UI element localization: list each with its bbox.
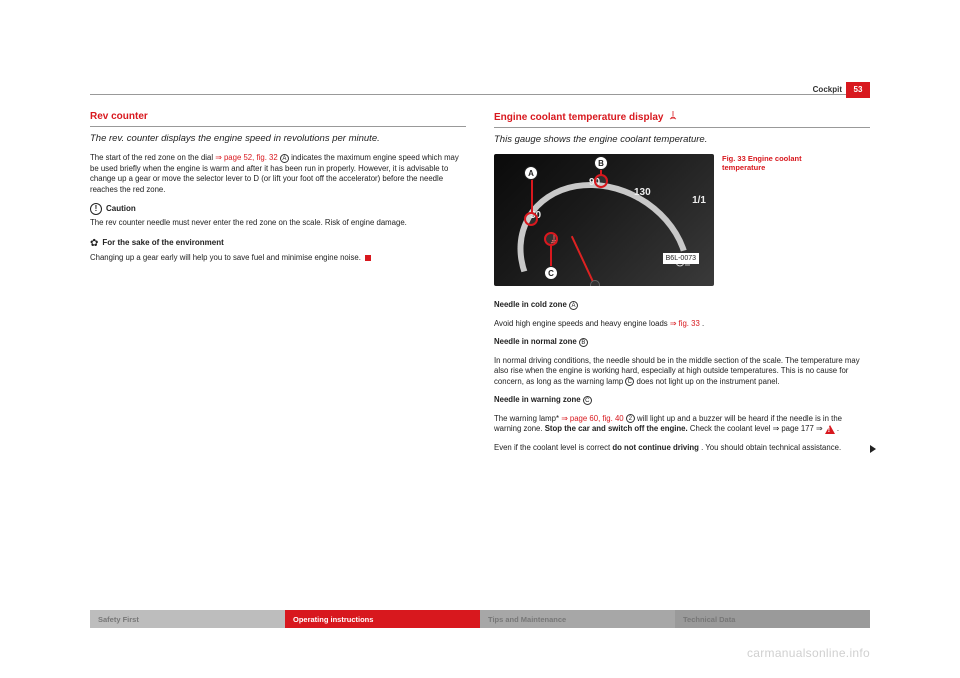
coolant-heading: Engine coolant temperature display — [494, 110, 870, 128]
end-marker-icon — [365, 255, 371, 261]
callout-b-inline: B — [579, 338, 588, 347]
text-fragment: . You should obtain technical assistance… — [701, 443, 841, 452]
stop-instruction: Stop the car and switch off the engine. — [545, 424, 688, 433]
caution-icon: ! — [90, 203, 102, 215]
text-fragment: The start of the red zone on the dial — [90, 153, 215, 162]
cold-zone-text: Avoid high engine speeds and heavy engin… — [494, 319, 870, 330]
footer-safety: Safety First — [90, 610, 285, 628]
text-fragment: Check the coolant level ⇒ page 177 ⇒ — [690, 424, 825, 433]
footer-nav: Safety First Operating instructions Tips… — [90, 610, 870, 628]
page-reference-2: ⇒ page 60, fig. 40 — [561, 414, 623, 423]
page-reference: ⇒ page 52, fig. 32 — [215, 153, 277, 162]
environment-icon: ✿ — [90, 237, 98, 251]
text-fragment: . — [702, 319, 704, 328]
text-fragment: . — [837, 424, 839, 433]
right-column: Engine coolant temperature display This … — [494, 110, 870, 461]
callout-b: B — [594, 156, 608, 170]
warn-zone-heading: Needle in warning zone C — [494, 395, 870, 406]
footer-technical: Technical Data — [675, 610, 870, 628]
warn-zone-text: The warning lamp* ⇒ page 60, fig. 40 2 w… — [494, 414, 870, 435]
heading-text: Needle in warning zone — [494, 395, 581, 404]
final-text: Even if the coolant level is correct do … — [494, 443, 870, 454]
page-number: 53 — [846, 82, 870, 98]
heading-text: Needle in normal zone — [494, 337, 577, 346]
header-rule — [90, 94, 868, 95]
callout-a: A — [524, 166, 538, 180]
text-fragment: Even if the coolant level is correct — [494, 443, 612, 452]
callout-a-inline: A — [569, 301, 578, 310]
callout-c-line — [550, 246, 552, 268]
caution-text: The rev counter needle must never enter … — [90, 218, 466, 229]
figure-row: 50 90 130 1/1 A — [494, 154, 870, 290]
coolant-icon — [668, 110, 678, 125]
figure-caption: Fig. 33 Engine coolant temperature — [722, 154, 812, 172]
environment-text: Changing up a gear early will help you t… — [90, 253, 466, 264]
footer-tips: Tips and Maintenance — [480, 610, 675, 628]
gauge-needle-cap — [590, 280, 600, 286]
left-column: Rev counter The rev. counter displays th… — [90, 110, 466, 461]
caution-heading: ! Caution — [90, 203, 466, 215]
watermark: carmanualsonline.info — [747, 646, 870, 660]
normal-zone-heading: Needle in normal zone B — [494, 337, 870, 348]
warning-triangle-icon — [825, 425, 835, 434]
environment-heading: ✿ For the sake of the environment — [90, 237, 466, 251]
cold-zone-heading: Needle in cold zone A — [494, 300, 870, 311]
environment-label: For the sake of the environment — [102, 238, 223, 249]
heading-text: Needle in cold zone — [494, 300, 567, 309]
manual-page: Cockpit 53 Rev counter The rev. counter … — [0, 0, 960, 678]
do-not-continue: do not continue driving — [612, 443, 699, 452]
rev-counter-body: The start of the red zone on the dial ⇒ … — [90, 153, 466, 195]
coolant-subtitle: This gauge shows the engine coolant temp… — [494, 134, 870, 147]
text-fragment: does not light up on the instrument pane… — [637, 377, 780, 386]
rev-counter-heading: Rev counter — [90, 110, 466, 127]
continue-arrow-icon — [870, 445, 876, 453]
text-fragment: The warning lamp* — [494, 414, 561, 423]
callout-c-inline: C — [625, 377, 634, 386]
content-columns: Rev counter The rev. counter displays th… — [90, 110, 870, 461]
rev-counter-subtitle: The rev. counter displays the engine spe… — [90, 133, 466, 146]
gauge-figure: 50 90 130 1/1 A — [494, 154, 714, 286]
callout-c-inline-2: C — [583, 396, 592, 405]
heading-text: Engine coolant temperature display — [494, 112, 663, 123]
section-label: Cockpit — [813, 85, 842, 94]
footer-operating: Operating instructions — [285, 610, 480, 628]
caution-label: Caution — [106, 204, 136, 215]
text-fragment: Changing up a gear early will help you t… — [90, 253, 361, 262]
normal-zone-text: In normal driving conditions, the needle… — [494, 356, 870, 388]
gauge-frac: 1/1 — [692, 194, 706, 208]
fig-reference: ⇒ fig. 33 — [670, 319, 700, 328]
callout-2-inline: 2 — [626, 414, 635, 423]
callout-a-ref: A — [280, 154, 289, 163]
gauge-130: 130 — [634, 186, 651, 200]
figure-ref: B6L-0073 — [663, 253, 699, 264]
callout-a-line — [531, 179, 533, 214]
text-fragment: Avoid high engine speeds and heavy engin… — [494, 319, 670, 328]
